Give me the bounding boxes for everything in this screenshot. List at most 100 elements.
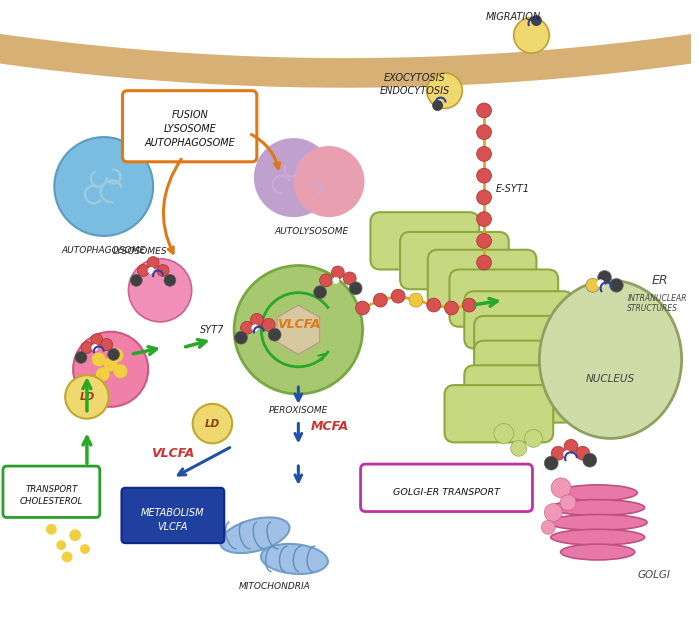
FancyBboxPatch shape <box>428 249 536 307</box>
Ellipse shape <box>551 500 644 516</box>
Circle shape <box>250 313 264 326</box>
FancyBboxPatch shape <box>474 340 583 398</box>
Circle shape <box>234 266 363 394</box>
Ellipse shape <box>540 280 682 438</box>
FancyBboxPatch shape <box>445 385 553 443</box>
FancyBboxPatch shape <box>122 91 257 162</box>
Circle shape <box>445 301 459 315</box>
Circle shape <box>373 293 387 307</box>
Circle shape <box>432 100 443 111</box>
Text: VLCFA: VLCFA <box>151 447 194 460</box>
Ellipse shape <box>548 514 647 530</box>
Text: CHOLESTEROL: CHOLESTEROL <box>20 497 83 506</box>
Text: STRUCTURES: STRUCTURES <box>627 303 678 313</box>
Circle shape <box>597 279 605 287</box>
Circle shape <box>157 264 169 277</box>
Circle shape <box>409 293 423 307</box>
Text: EXOCYTOSIS: EXOCYTOSIS <box>384 73 446 83</box>
Circle shape <box>62 552 73 563</box>
Polygon shape <box>277 305 319 355</box>
Text: AUTOPHAGOSOME: AUTOPHAGOSOME <box>62 246 146 255</box>
Circle shape <box>235 331 247 344</box>
Circle shape <box>494 423 514 443</box>
Circle shape <box>73 332 148 407</box>
Circle shape <box>477 147 491 162</box>
Circle shape <box>462 298 476 312</box>
Circle shape <box>268 328 281 341</box>
Text: AUTOLYSOSOME: AUTOLYSOSOME <box>274 227 348 236</box>
FancyBboxPatch shape <box>122 488 224 543</box>
Circle shape <box>514 17 549 53</box>
Circle shape <box>541 521 555 534</box>
FancyBboxPatch shape <box>3 466 100 517</box>
Circle shape <box>563 450 571 458</box>
Text: ER: ER <box>652 274 668 287</box>
Circle shape <box>477 103 491 118</box>
Text: SYT7: SYT7 <box>200 325 224 335</box>
Circle shape <box>110 348 124 362</box>
Circle shape <box>137 264 149 277</box>
Circle shape <box>560 495 576 511</box>
Circle shape <box>254 138 333 217</box>
Ellipse shape <box>561 544 635 560</box>
FancyBboxPatch shape <box>464 365 573 423</box>
FancyBboxPatch shape <box>361 464 533 511</box>
Ellipse shape <box>220 517 289 553</box>
Circle shape <box>75 352 87 363</box>
Text: ENDOCYTOSIS: ENDOCYTOSIS <box>380 85 450 96</box>
Circle shape <box>91 334 103 345</box>
Text: GOLGI-ER TRANSPORT: GOLGI-ER TRANSPORT <box>393 488 500 497</box>
Circle shape <box>477 190 491 205</box>
Circle shape <box>576 446 590 460</box>
Circle shape <box>552 446 565 460</box>
Circle shape <box>240 321 254 334</box>
Circle shape <box>252 324 259 331</box>
Circle shape <box>427 73 462 108</box>
Text: VLCFA: VLCFA <box>158 522 188 532</box>
Circle shape <box>545 456 559 470</box>
Text: NUCLEUS: NUCLEUS <box>586 374 635 384</box>
Text: INTRANUCLEAR: INTRANUCLEAR <box>627 293 687 303</box>
Circle shape <box>545 504 562 521</box>
Circle shape <box>96 367 110 381</box>
FancyBboxPatch shape <box>474 316 583 373</box>
FancyBboxPatch shape <box>449 269 559 327</box>
Circle shape <box>524 430 542 448</box>
Circle shape <box>262 318 275 331</box>
Text: PEROXISOME: PEROXISOME <box>268 406 328 415</box>
Circle shape <box>477 125 491 140</box>
Circle shape <box>92 344 99 351</box>
Circle shape <box>477 233 491 248</box>
Text: AUTOPHAGOSOME: AUTOPHAGOSOME <box>144 138 235 148</box>
Circle shape <box>314 286 326 298</box>
Text: GOLGI: GOLGI <box>637 570 670 580</box>
Circle shape <box>598 271 612 284</box>
Circle shape <box>57 540 66 550</box>
Circle shape <box>427 298 440 312</box>
Text: E-SYT1: E-SYT1 <box>496 184 530 194</box>
Text: TRANSPORT: TRANSPORT <box>25 485 78 495</box>
Circle shape <box>81 342 93 353</box>
FancyBboxPatch shape <box>400 232 509 289</box>
Text: METABOLISM: METABOLISM <box>141 508 205 519</box>
Circle shape <box>92 352 106 366</box>
Circle shape <box>103 357 117 371</box>
Circle shape <box>477 168 491 183</box>
Polygon shape <box>0 27 699 88</box>
Circle shape <box>586 279 600 292</box>
Ellipse shape <box>551 529 644 545</box>
Circle shape <box>564 439 578 453</box>
Circle shape <box>147 257 159 269</box>
Circle shape <box>55 137 153 236</box>
Text: FUSION: FUSION <box>171 110 208 120</box>
Text: VLCFA: VLCFA <box>277 318 320 331</box>
Circle shape <box>294 146 364 217</box>
Ellipse shape <box>559 485 637 501</box>
Circle shape <box>129 259 192 322</box>
Circle shape <box>108 348 120 360</box>
Text: LD: LD <box>205 418 220 428</box>
FancyBboxPatch shape <box>464 291 573 348</box>
Circle shape <box>511 440 526 456</box>
Text: LD: LD <box>79 392 94 402</box>
Text: LYSOSOMES: LYSOSOMES <box>113 247 168 256</box>
